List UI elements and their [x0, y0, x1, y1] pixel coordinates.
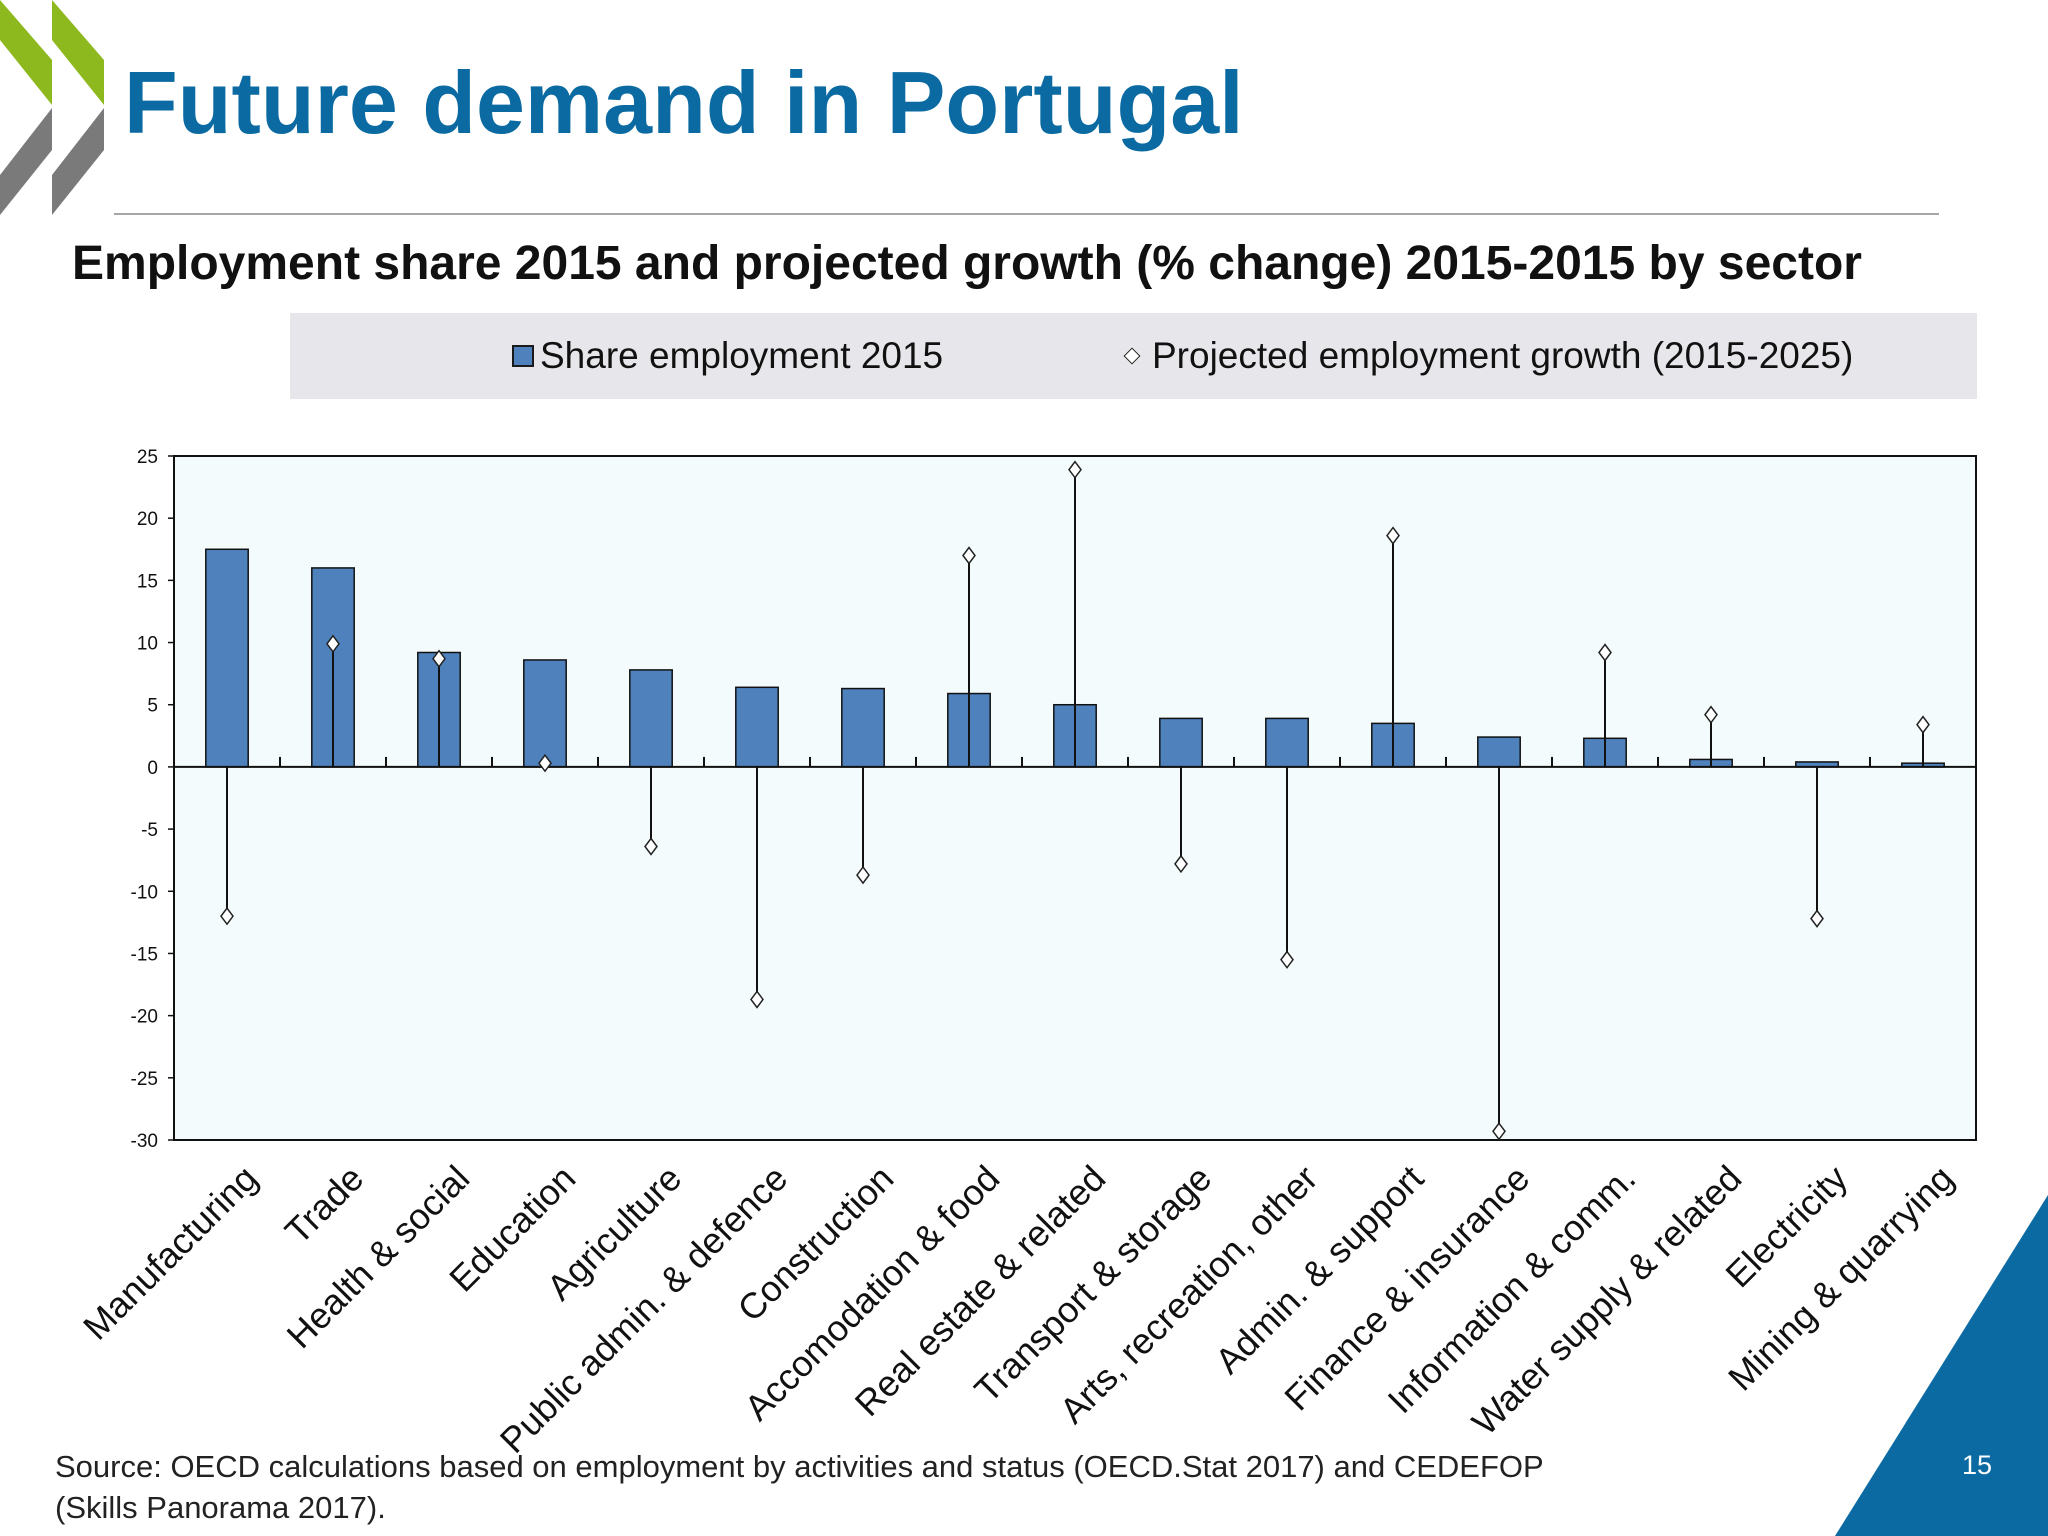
y-tick-label: -20 — [131, 1007, 158, 1028]
y-tick-label: 0 — [147, 758, 158, 779]
growth-marker-10 — [1280, 950, 1294, 969]
source-line: (Skills Panorama 2017). — [55, 1490, 386, 1525]
legend-label: Share employment 2015 — [540, 335, 944, 376]
bar-9 — [1159, 717, 1203, 768]
bar-5 — [735, 686, 779, 768]
growth-marker-0 — [220, 906, 234, 926]
source-line: Source: OECD calculations based on emplo… — [55, 1449, 1544, 1484]
chart-legend: Share employment 2015 Projected employme… — [290, 313, 1977, 399]
oecd-logo — [0, 0, 104, 215]
chart-title: Employment share 2015 and projected grow… — [72, 237, 1862, 290]
title-divider — [114, 213, 1939, 215]
growth-marker-8 — [1068, 460, 1082, 479]
growth-marker-7 — [962, 546, 976, 565]
bar-swatch-icon — [512, 345, 534, 367]
y-tick-label: 15 — [137, 571, 158, 592]
growth-marker-3 — [538, 753, 552, 773]
growth-marker-15 — [1810, 909, 1824, 928]
bar-10 — [1265, 717, 1309, 768]
legend-label: Projected employment growth (2015-2025) — [1152, 335, 1854, 376]
growth-marker-16 — [1916, 715, 1930, 734]
growth-marker-13 — [1598, 643, 1612, 662]
growth-marker-14 — [1704, 705, 1718, 724]
page-number: 15 — [1962, 1450, 1993, 1480]
bar-3 — [523, 659, 567, 768]
slide-title: Future demand in Portugal — [124, 53, 1244, 152]
y-tick-label: -25 — [131, 1069, 158, 1090]
y-tick-label: -10 — [131, 882, 158, 903]
y-tick-label: 10 — [137, 634, 158, 655]
growth-marker-2 — [432, 649, 446, 668]
y-tick-label: -30 — [131, 1131, 158, 1152]
bar-6 — [841, 687, 885, 768]
growth-marker-1 — [326, 634, 340, 654]
growth-marker-12 — [1492, 1122, 1506, 1141]
growth-marker-4 — [644, 837, 658, 856]
bar-4 — [629, 669, 673, 768]
y-tick-label: 5 — [147, 696, 158, 717]
growth-marker-9 — [1174, 854, 1188, 874]
legend-item-share: Share employment 2015 — [512, 335, 943, 377]
source-note: Source: OECD calculations based on emplo… — [55, 1446, 1755, 1528]
legend-item-growth: Projected employment growth (2015-2025) — [1123, 335, 1854, 377]
y-tick-label: -5 — [141, 820, 158, 841]
y-tick-label: 25 — [137, 447, 158, 468]
growth-marker-5 — [750, 990, 764, 1009]
growth-marker-11 — [1386, 526, 1400, 545]
growth-marker-6 — [856, 865, 870, 885]
y-tick-label: 20 — [137, 509, 158, 530]
y-tick-label: -15 — [131, 944, 158, 965]
